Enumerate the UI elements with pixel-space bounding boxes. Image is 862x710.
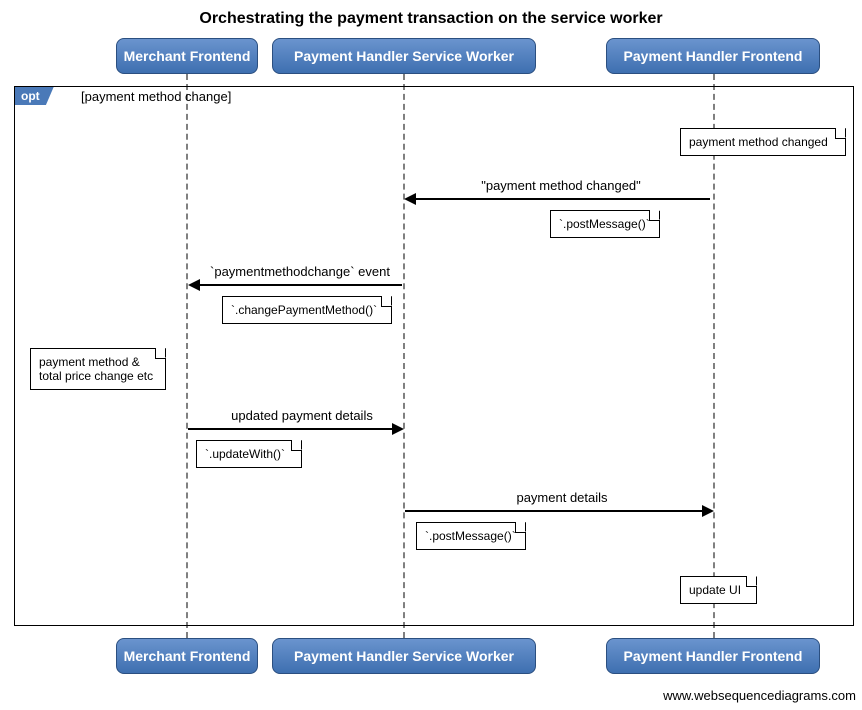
note-text: `.postMessage()` [559, 217, 650, 231]
opt-tag: opt [15, 87, 54, 105]
participant-service-worker-bottom: Payment Handler Service Worker [272, 638, 536, 674]
diagram-title: Orchestrating the payment transaction on… [0, 10, 862, 28]
arrow-m3 [188, 428, 392, 430]
participant-label: Merchant Frontend [124, 48, 251, 64]
note-text: payment method changed [689, 135, 828, 149]
arrow-m2 [192, 284, 402, 286]
msg-label-payment-method-changed: "payment method changed" [470, 178, 652, 193]
note-text: payment method & total price change etc [39, 355, 153, 383]
note-price-change: payment method & total price change etc [30, 348, 166, 390]
opt-guard: [payment method change] [81, 89, 231, 104]
participant-handler-frontend-bottom: Payment Handler Frontend [606, 638, 820, 674]
arrow-head-m2 [188, 279, 200, 291]
participant-service-worker-top: Payment Handler Service Worker [272, 38, 536, 74]
note-payment-method-changed: payment method changed [680, 128, 846, 156]
note-text: `.updateWith()` [205, 447, 285, 461]
note-text: `.postMessage()` [425, 529, 516, 543]
participant-label: Payment Handler Service Worker [294, 648, 514, 664]
arrow-head-m4 [702, 505, 714, 517]
note-text: update UI [689, 583, 741, 597]
participant-handler-frontend-top: Payment Handler Frontend [606, 38, 820, 74]
note-postmessage-2: `.postMessage()` [416, 522, 526, 550]
participant-label: Payment Handler Frontend [624, 648, 803, 664]
arrow-m1 [408, 198, 710, 200]
arrow-m4 [405, 510, 703, 512]
msg-label-paymentmethodchange-event: `paymentmethodchange` event [198, 264, 402, 279]
arrow-head-m3 [392, 423, 404, 435]
note-text: `.changePaymentMethod()` [231, 303, 377, 317]
arrow-head-m1 [404, 193, 416, 205]
note-changepaymentmethod: `.changePaymentMethod()` [222, 296, 392, 324]
note-postmessage-1: `.postMessage()` [550, 210, 660, 238]
watermark: www.websequencediagrams.com [663, 688, 856, 703]
participant-merchant-bottom: Merchant Frontend [116, 638, 258, 674]
participant-merchant-top: Merchant Frontend [116, 38, 258, 74]
participant-label: Payment Handler Service Worker [294, 48, 514, 64]
note-update-ui: update UI [680, 576, 757, 604]
participant-label: Merchant Frontend [124, 648, 251, 664]
note-updatewith: `.updateWith()` [196, 440, 302, 468]
msg-label-updated-payment-details: updated payment details [220, 408, 384, 423]
participant-label: Payment Handler Frontend [624, 48, 803, 64]
msg-label-payment-details: payment details [506, 490, 618, 505]
